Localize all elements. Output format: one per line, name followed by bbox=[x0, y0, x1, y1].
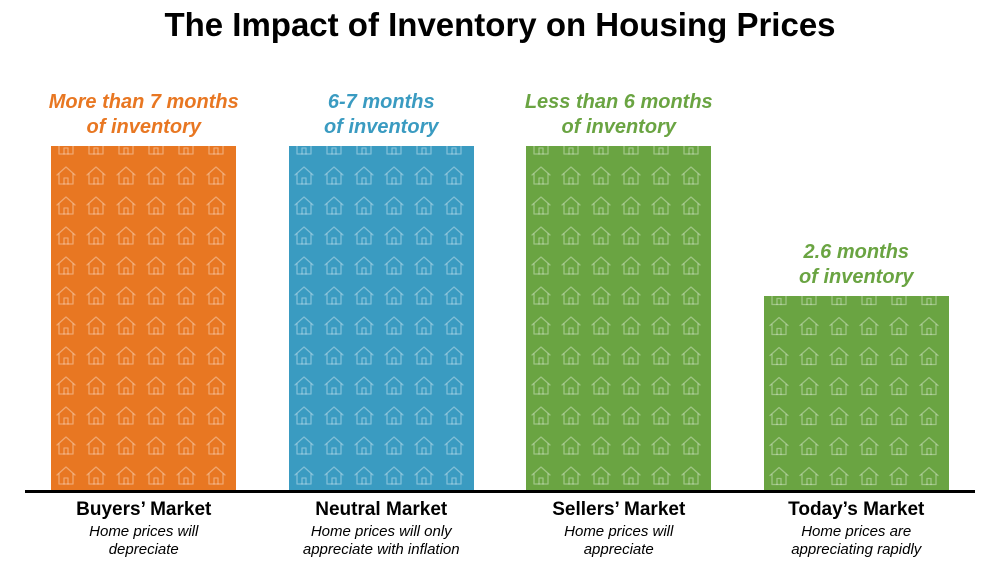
market-sub-neutral: Home prices will only appreciate with in… bbox=[263, 523, 501, 559]
axis-label-today: Today’s MarketHome prices are appreciati… bbox=[738, 493, 976, 563]
market-name-sellers: Sellers’ Market bbox=[500, 499, 738, 521]
bar-label-neutral: 6-7 months of inventory bbox=[324, 90, 438, 140]
market-name-buyers: Buyers’ Market bbox=[25, 499, 263, 521]
bar-column-sellers: Less than 6 months of inventory bbox=[500, 90, 738, 490]
axis-label-buyers: Buyers’ MarketHome prices will depreciat… bbox=[25, 493, 263, 563]
bar-column-today: 2.6 months of inventory bbox=[738, 90, 976, 490]
bar-buyers bbox=[51, 146, 236, 490]
bar-label-buyers: More than 7 months of inventory bbox=[49, 90, 239, 140]
market-name-today: Today’s Market bbox=[738, 499, 976, 521]
bar-column-buyers: More than 7 months of inventory bbox=[25, 90, 263, 490]
bar-label-sellers: Less than 6 months of inventory bbox=[525, 90, 713, 140]
bar-neutral bbox=[289, 146, 474, 490]
bar-sellers bbox=[526, 146, 711, 490]
market-sub-sellers: Home prices will appreciate bbox=[500, 523, 738, 559]
page-title: The Impact of Inventory on Housing Price… bbox=[0, 6, 1000, 44]
x-axis-labels: Buyers’ MarketHome prices will depreciat… bbox=[25, 493, 975, 563]
axis-label-neutral: Neutral MarketHome prices will only appr… bbox=[263, 493, 501, 563]
page: The Impact of Inventory on Housing Price… bbox=[0, 0, 1000, 563]
bar-chart: More than 7 months of inventory 6-7 month… bbox=[25, 90, 975, 493]
market-name-neutral: Neutral Market bbox=[263, 499, 501, 521]
market-sub-today: Home prices are appreciating rapidly bbox=[738, 523, 976, 559]
bar-column-neutral: 6-7 months of inventory bbox=[263, 90, 501, 490]
axis-label-sellers: Sellers’ MarketHome prices will apprecia… bbox=[500, 493, 738, 563]
market-sub-buyers: Home prices will depreciate bbox=[25, 523, 263, 559]
bar-label-today: 2.6 months of inventory bbox=[799, 240, 913, 290]
bar-today bbox=[764, 296, 949, 490]
